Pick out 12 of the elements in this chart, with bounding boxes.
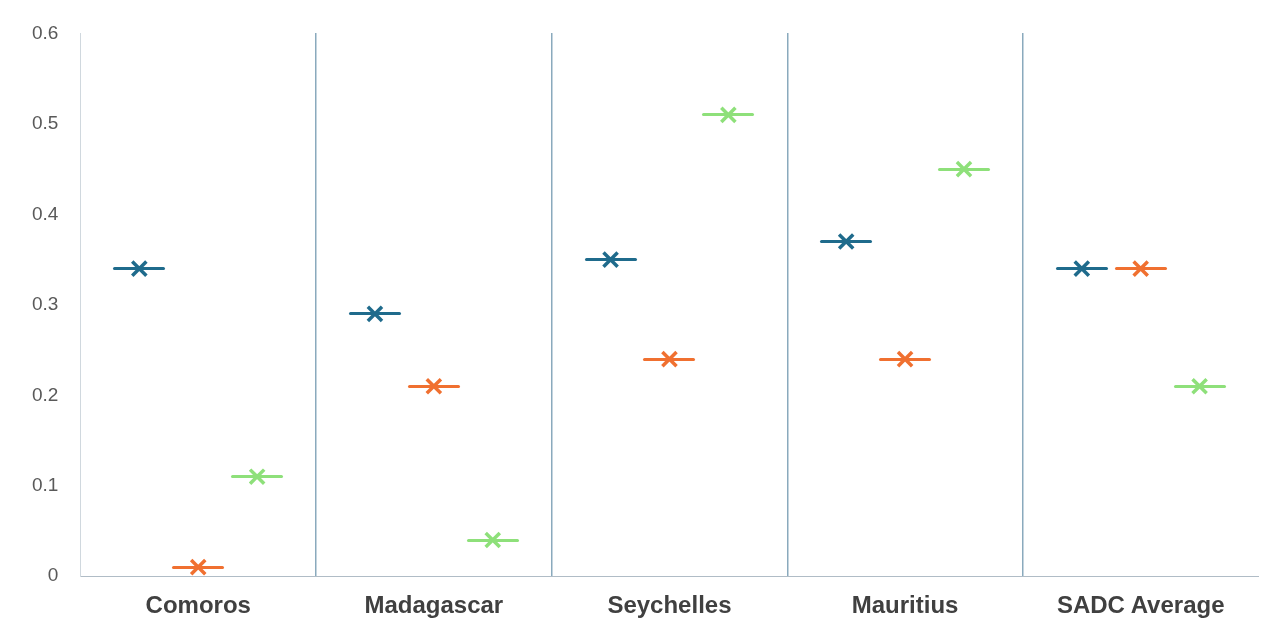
- y-tick-label: 0.5: [31, 112, 59, 134]
- y-tick-label: 0.1: [31, 473, 59, 495]
- x-tick-label: Mauritius: [851, 591, 959, 619]
- x-tick-label: Madagascar: [364, 591, 504, 619]
- y-tick-label: 0.6: [31, 21, 59, 43]
- x-tick-label: Seychelles: [607, 591, 732, 619]
- y-tick-label: 0: [47, 564, 59, 586]
- y-tick-label: 0.3: [31, 293, 59, 315]
- y-tick-label: 0.4: [31, 202, 59, 224]
- x-tick-label: SADC Average: [1056, 591, 1225, 619]
- y-tick-label: 0.2: [31, 383, 59, 405]
- x-tick-label: Comoros: [145, 591, 251, 619]
